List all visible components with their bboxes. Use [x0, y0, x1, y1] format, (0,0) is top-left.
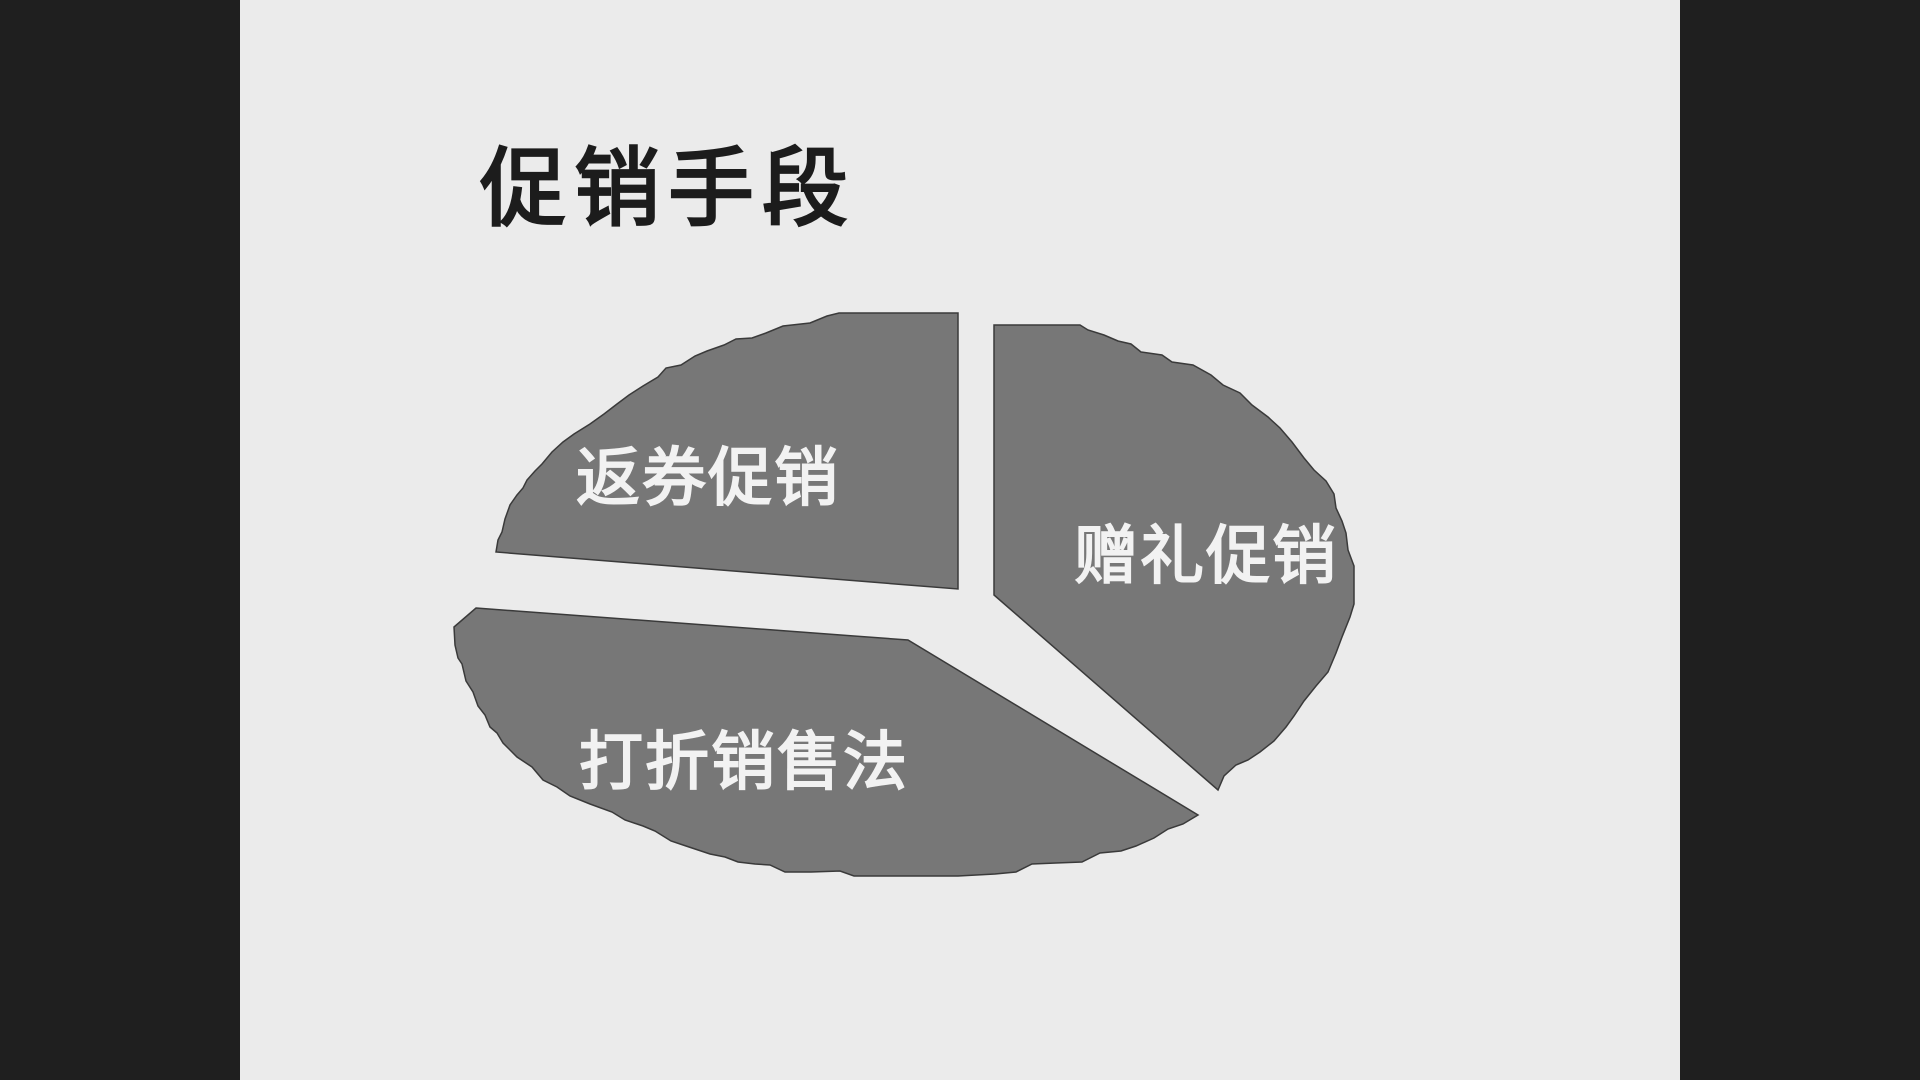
- pie-slice-discount: [453, 607, 1200, 877]
- pie-slice-coupon: [495, 312, 959, 590]
- promotion-methods-pie: 返券促销 赠礼促销 打折销售法: [453, 312, 1355, 877]
- slide-title: 促销手段: [480, 138, 856, 239]
- pie-slice-gift: [993, 324, 1355, 792]
- pie-label-discount: 打折销售法: [579, 725, 909, 800]
- pie-label-coupon: 返券促销: [576, 441, 840, 516]
- pie-label-gift: 赠礼促销: [1074, 519, 1338, 594]
- slide: 促销手段 返券促销 赠礼促销 打折销售法: [240, 0, 1680, 1080]
